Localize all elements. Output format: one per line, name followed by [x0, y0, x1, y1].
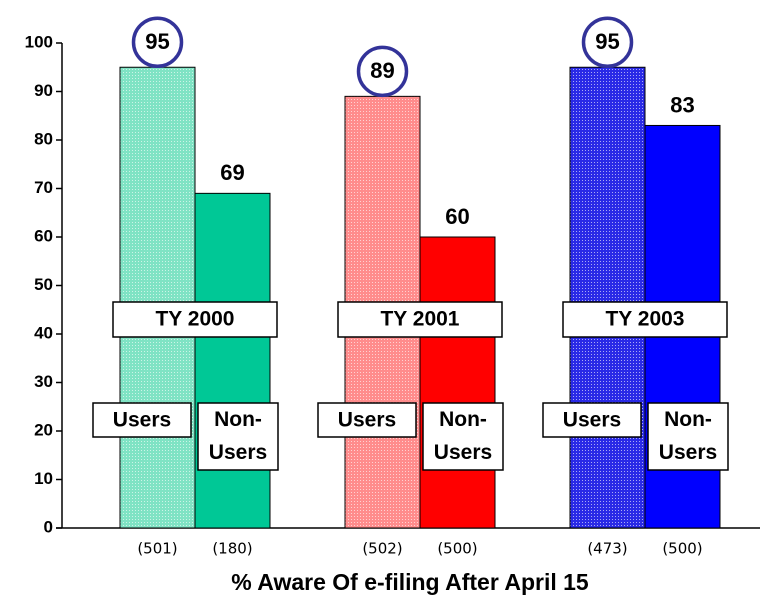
sample-label: (500) — [437, 540, 477, 558]
series-box — [647, 402, 729, 471]
value-label: 89 — [370, 58, 394, 83]
series-label: Non- Users — [659, 408, 717, 464]
y-tick-label: 100 — [25, 32, 53, 51]
sample-label: (501) — [137, 540, 177, 558]
y-tick-label: 60 — [34, 226, 53, 245]
category-label: TY 2003 — [605, 308, 684, 331]
y-tick-label: 50 — [34, 275, 53, 294]
value-label: 83 — [670, 92, 694, 117]
bar — [569, 66, 646, 529]
y-tick-label: 10 — [34, 469, 53, 488]
series-box — [317, 402, 417, 438]
series-label: Users — [563, 409, 621, 432]
category-box — [112, 301, 278, 338]
value-circle — [581, 16, 634, 68]
series-label: Users — [113, 409, 171, 432]
value-label: 60 — [445, 204, 469, 229]
value-circle — [131, 16, 184, 68]
series-label-line: Non- — [214, 408, 262, 431]
sample-label: (500) — [662, 540, 702, 558]
bar — [419, 236, 496, 529]
category-box — [337, 301, 503, 338]
sample-label: (180) — [212, 540, 252, 558]
value-label: 69 — [220, 160, 244, 185]
y-tick-label: 80 — [34, 129, 53, 148]
series-label-line: Users — [434, 441, 492, 464]
series-box — [92, 402, 192, 438]
series-label-line: Non- — [439, 408, 487, 431]
series-box — [422, 402, 504, 471]
series-label: Users — [338, 409, 396, 432]
category-box — [562, 301, 728, 338]
series-label-line: Users — [209, 441, 267, 464]
series-box — [197, 402, 279, 471]
series-label: Non- Users — [209, 408, 267, 464]
sample-label: (473) — [587, 540, 627, 558]
y-tick-label: 90 — [34, 81, 53, 100]
x-axis-label: % Aware Of e-filing After April 15 — [231, 569, 589, 595]
y-tick-label: 70 — [34, 178, 53, 197]
y-tick-label: 40 — [34, 323, 53, 342]
y-tick-label: 20 — [34, 420, 53, 439]
bar — [119, 66, 196, 529]
series-label: Non- Users — [434, 408, 492, 464]
value-circle — [356, 45, 409, 98]
value-label: 95 — [595, 29, 619, 54]
value-label: 95 — [145, 29, 169, 54]
y-tick-label: 0 — [44, 517, 53, 536]
series-box — [542, 402, 642, 438]
sample-label: (502) — [362, 540, 402, 558]
category-label: TY 2001 — [380, 308, 459, 331]
series-label-line: Non- — [664, 408, 712, 431]
bar — [194, 192, 271, 529]
category-label: TY 2000 — [155, 308, 234, 331]
y-tick-label: 30 — [34, 372, 53, 391]
series-label-line: Users — [659, 441, 717, 464]
